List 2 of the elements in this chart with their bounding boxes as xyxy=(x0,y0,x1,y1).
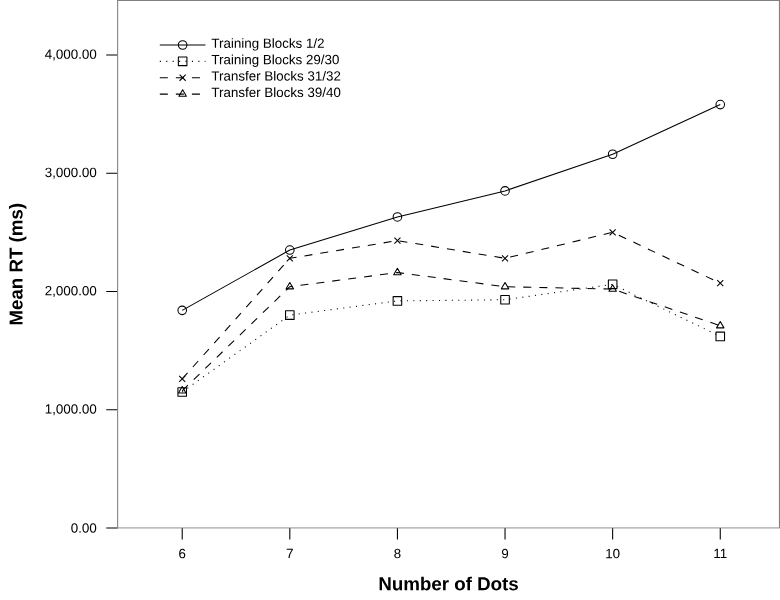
y-axis-title: Mean RT (ms) xyxy=(8,204,27,325)
x-axis-title: Number of Dots xyxy=(379,577,518,591)
